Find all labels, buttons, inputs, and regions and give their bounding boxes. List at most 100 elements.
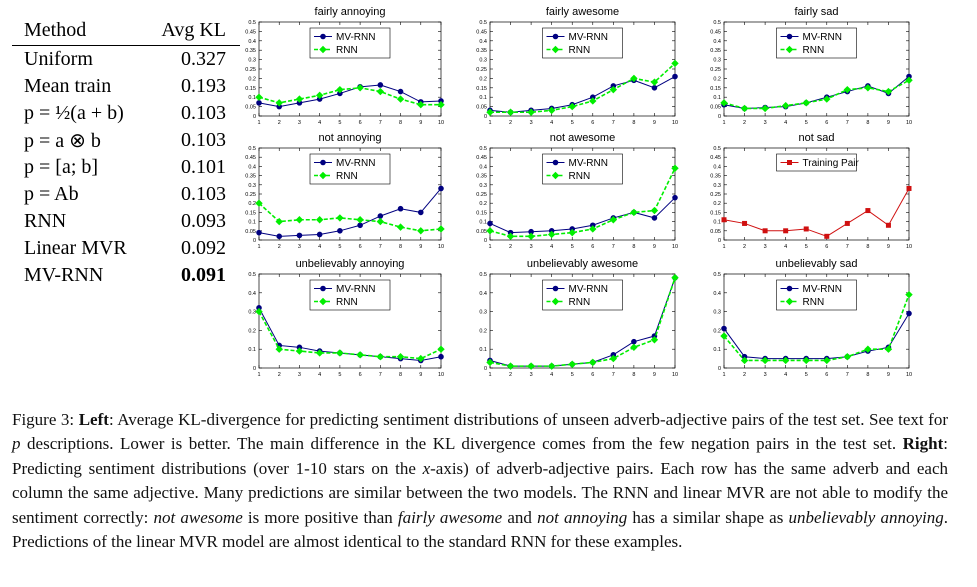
y-tick-label: 0.4 bbox=[713, 291, 721, 297]
method-cell: MV-RNN bbox=[24, 264, 104, 286]
x-tick-label: 9 bbox=[419, 372, 422, 378]
data-point bbox=[609, 216, 618, 224]
data-point bbox=[527, 232, 535, 241]
data-point bbox=[630, 208, 638, 217]
legend-marker bbox=[551, 171, 560, 180]
x-tick-label: 5 bbox=[805, 372, 808, 378]
y-tick-label: 0.35 bbox=[245, 48, 256, 54]
legend-marker bbox=[786, 285, 793, 292]
x-tick-label: 3 bbox=[298, 120, 301, 126]
method-cell: RNN bbox=[24, 210, 67, 232]
data-point bbox=[802, 356, 810, 365]
kl-cell: 0.103 bbox=[181, 129, 226, 151]
x-tick-label: 7 bbox=[612, 372, 615, 378]
legend-marker bbox=[319, 297, 327, 306]
y-tick-label: 0.15 bbox=[476, 86, 487, 92]
series-line bbox=[258, 188, 442, 237]
data-point bbox=[761, 356, 769, 365]
x-tick-label: 4 bbox=[550, 372, 553, 378]
table-row: p = a ⊗ b 0.103 bbox=[12, 127, 240, 154]
data-point bbox=[336, 349, 344, 357]
y-tick-label: 0.35 bbox=[710, 48, 721, 54]
legend-marker bbox=[552, 33, 559, 40]
legend-label: MV-RNN bbox=[803, 32, 842, 43]
method-cell: p = ½(a + b) bbox=[24, 102, 124, 124]
y-tick-label: 0.2 bbox=[248, 201, 256, 207]
y-tick-label: 0.4 bbox=[713, 164, 721, 170]
kl-cell: 0.093 bbox=[181, 210, 226, 232]
data-point bbox=[487, 220, 493, 227]
caption-text: Left bbox=[78, 410, 109, 429]
data-point bbox=[781, 356, 790, 365]
y-tick-label: 0.4 bbox=[479, 164, 487, 170]
kl-table: Method Avg KL Uniform 0.327 Mean train 0.193… bbox=[12, 16, 240, 289]
y-tick-label: 0 bbox=[484, 114, 487, 120]
x-tick-label: 7 bbox=[379, 372, 382, 378]
series-line bbox=[258, 86, 441, 106]
plot-frame bbox=[489, 273, 676, 369]
data-point bbox=[506, 108, 515, 116]
data-point bbox=[609, 85, 618, 94]
legend-box bbox=[542, 27, 623, 59]
caption-text: Right bbox=[902, 434, 944, 454]
x-tick-label: 1 bbox=[722, 120, 725, 126]
data-point bbox=[609, 354, 618, 363]
legend-label: MV-RNN bbox=[336, 158, 375, 169]
legend-marker bbox=[551, 45, 560, 54]
x-tick-label: 2 bbox=[509, 120, 512, 126]
x-tick-label: 8 bbox=[399, 244, 402, 250]
data-point bbox=[589, 225, 597, 233]
legend-box bbox=[309, 27, 391, 59]
x-tick-label: 6 bbox=[591, 120, 594, 126]
y-tick-label: 0.25 bbox=[245, 192, 256, 198]
chart-title: fairly annoying bbox=[315, 6, 386, 18]
y-tick-label: 0.5 bbox=[248, 272, 256, 278]
y-tick-label: 0.2 bbox=[713, 76, 721, 82]
legend-marker bbox=[787, 160, 792, 165]
data-point bbox=[864, 345, 872, 353]
y-tick-label: 0.45 bbox=[245, 155, 256, 161]
y-tick-label: 0.15 bbox=[245, 210, 256, 216]
chart-title: unbelievably awesome bbox=[527, 258, 638, 270]
x-tick-label: 10 bbox=[906, 120, 912, 126]
legend-label: MV-RNN bbox=[569, 158, 608, 169]
data-point bbox=[672, 73, 678, 80]
data-point bbox=[802, 99, 810, 107]
data-point bbox=[316, 231, 323, 238]
x-tick-label: 2 bbox=[509, 372, 512, 378]
y-tick-label: 0.5 bbox=[479, 146, 487, 152]
data-point bbox=[315, 216, 324, 224]
x-tick-label: 5 bbox=[805, 244, 808, 250]
data-point bbox=[356, 216, 364, 224]
y-tick-label: 0.45 bbox=[245, 29, 256, 35]
series-line bbox=[723, 313, 910, 360]
data-point bbox=[506, 232, 515, 241]
x-tick-label: 3 bbox=[764, 372, 767, 378]
legend-marker bbox=[786, 33, 793, 40]
data-point bbox=[884, 87, 893, 96]
data-point bbox=[803, 226, 809, 232]
data-point bbox=[547, 230, 556, 239]
x-tick-label: 9 bbox=[419, 244, 422, 250]
y-tick-label: 0.25 bbox=[710, 192, 721, 198]
caption-text: : Average KL-divergence for predicting s… bbox=[108, 410, 949, 429]
data-point bbox=[906, 310, 912, 317]
data-point bbox=[315, 349, 324, 357]
x-tick-label: 1 bbox=[257, 372, 260, 378]
x-tick-label: 3 bbox=[530, 120, 533, 126]
x-tick-label: 3 bbox=[530, 372, 533, 378]
y-tick-label: 0.5 bbox=[479, 272, 487, 278]
y-tick-label: 0.35 bbox=[476, 48, 487, 54]
data-point bbox=[397, 205, 404, 212]
series-line bbox=[723, 294, 910, 362]
x-tick-label: 8 bbox=[399, 120, 402, 126]
data-point bbox=[671, 59, 679, 68]
data-point bbox=[255, 199, 263, 207]
y-tick-label: 0 bbox=[253, 114, 256, 120]
series-line bbox=[723, 79, 910, 110]
x-tick-label: 8 bbox=[866, 244, 869, 250]
data-point bbox=[568, 228, 576, 237]
legend-box bbox=[542, 153, 623, 185]
x-tick-label: 3 bbox=[298, 372, 301, 378]
legend-box bbox=[309, 279, 391, 311]
